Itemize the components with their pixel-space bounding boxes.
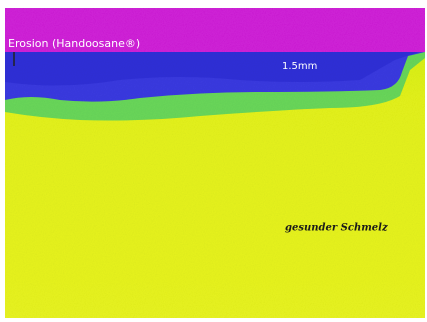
image-area [5, 8, 425, 318]
scale-label: 1.5mm [282, 61, 317, 72]
region-label: gesunder Schmelz [285, 223, 388, 234]
micrograph: Erosion (Handoosane®) 1.5mm gesunder Sch… [0, 0, 427, 322]
page: Erosion (Handoosane®) 1.5mm gesunder Sch… [0, 0, 427, 322]
title-label: Erosion (Handoosane®) [8, 37, 140, 50]
